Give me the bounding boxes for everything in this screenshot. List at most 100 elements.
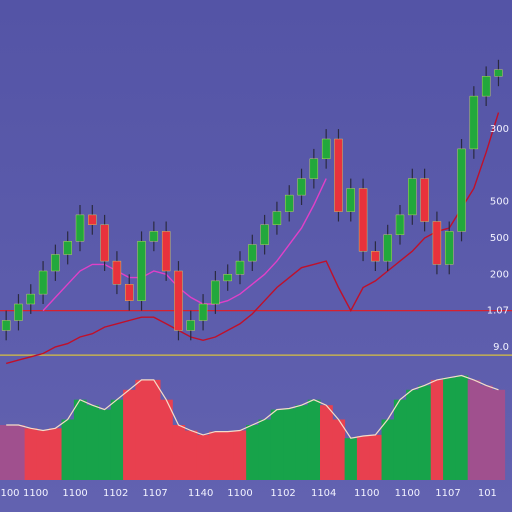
x-tick-label: 1140 bbox=[188, 488, 213, 499]
candle-body bbox=[457, 148, 466, 232]
indicator-bar bbox=[307, 399, 321, 480]
y-tick-label: 500 bbox=[490, 197, 509, 208]
candle-body bbox=[211, 280, 220, 305]
indicator-bar bbox=[110, 399, 124, 480]
indicator-bar bbox=[49, 428, 63, 480]
x-tick-label: 1104 bbox=[311, 488, 336, 499]
candle-body bbox=[469, 95, 479, 150]
indicator-bar bbox=[172, 425, 186, 480]
x-tick-label: 101 bbox=[478, 488, 497, 499]
indicator-bar bbox=[270, 409, 284, 480]
indicator-bar bbox=[147, 379, 161, 480]
candle-body bbox=[14, 303, 23, 321]
candle-body bbox=[63, 241, 72, 255]
candle-body bbox=[346, 188, 355, 212]
indicator-bar bbox=[332, 419, 346, 480]
candle-body bbox=[88, 214, 97, 225]
y-tick-label: 200 bbox=[490, 269, 509, 280]
candle-body bbox=[75, 214, 85, 242]
candle-body bbox=[383, 234, 392, 262]
indicator-bar bbox=[283, 408, 296, 480]
indicator-bar bbox=[184, 430, 198, 480]
candle-body bbox=[149, 231, 159, 242]
indicator-bar bbox=[455, 375, 469, 480]
x-tick-label: 1100 bbox=[62, 488, 87, 499]
candle-body bbox=[38, 270, 48, 295]
candle-body bbox=[272, 211, 282, 226]
candle-body bbox=[358, 188, 368, 252]
moving-average bbox=[42, 178, 327, 312]
candle-body bbox=[371, 250, 380, 262]
candle-body bbox=[26, 293, 35, 305]
candle-body bbox=[161, 231, 171, 272]
indicator-bar bbox=[123, 389, 136, 480]
y-tick-label: 300 bbox=[490, 124, 509, 135]
indicator-bar bbox=[135, 379, 149, 480]
candle-body bbox=[309, 158, 319, 179]
indicator-bar bbox=[61, 419, 75, 480]
candle-body bbox=[198, 303, 208, 321]
indicator-bar bbox=[393, 399, 407, 480]
candle-body bbox=[432, 221, 442, 265]
x-tick-label: 1102 bbox=[103, 488, 128, 499]
indicator-bar bbox=[196, 434, 210, 480]
indicator-bar bbox=[233, 430, 247, 480]
indicator-bar bbox=[160, 399, 173, 480]
x-tick-label: 1100 bbox=[23, 488, 48, 499]
candle-body bbox=[285, 194, 294, 212]
indicator-bar bbox=[221, 431, 235, 480]
candle-body bbox=[445, 231, 454, 265]
x-tick-label: 1102 bbox=[270, 488, 295, 499]
candle-body bbox=[100, 224, 109, 262]
candle-body bbox=[112, 260, 122, 285]
indicator-bar bbox=[86, 405, 99, 480]
candle-body bbox=[494, 69, 503, 77]
x-tick-label: 100 bbox=[0, 488, 19, 499]
candle-body bbox=[186, 320, 195, 331]
x-tick-label: 1100 bbox=[354, 488, 379, 499]
indicator-bar bbox=[73, 399, 87, 480]
candle-body bbox=[334, 138, 343, 212]
x-tick-label: 1107 bbox=[435, 488, 460, 499]
indicator-line bbox=[6, 374, 499, 439]
candle-body bbox=[223, 274, 232, 282]
candle-body bbox=[248, 244, 257, 262]
y-tick-label: 9.0 bbox=[493, 342, 509, 353]
y-tick-label: 500 bbox=[490, 233, 509, 244]
indicator-bar bbox=[0, 425, 13, 480]
indicator-bar bbox=[381, 419, 395, 480]
candle-body bbox=[51, 254, 60, 272]
indicator-bar bbox=[356, 436, 370, 480]
y-tick-label: 1.07 bbox=[487, 306, 509, 317]
candle-body bbox=[420, 178, 429, 222]
indicator-bar bbox=[36, 430, 50, 480]
indicator-bar bbox=[12, 425, 26, 480]
candle-body bbox=[1, 320, 11, 331]
indicator-bar bbox=[406, 389, 419, 480]
candle-body bbox=[174, 270, 183, 331]
x-tick-label: 1100 bbox=[395, 488, 420, 499]
candle-body bbox=[408, 178, 417, 216]
candle-body bbox=[321, 138, 331, 159]
indicator-bar bbox=[320, 405, 333, 480]
indicator-bar bbox=[344, 438, 358, 480]
candle-body bbox=[297, 178, 306, 196]
indicator-bar bbox=[246, 425, 259, 480]
indicator-bar bbox=[430, 379, 444, 480]
candle-body bbox=[235, 260, 245, 275]
indicator-bar bbox=[443, 377, 456, 480]
candle-body bbox=[481, 76, 491, 97]
candle-body bbox=[125, 284, 134, 301]
indicator-bar bbox=[369, 434, 383, 480]
indicator-bar bbox=[295, 405, 309, 480]
moving-average bbox=[6, 112, 500, 365]
indicator-bar bbox=[209, 431, 223, 480]
candle-body bbox=[395, 214, 405, 235]
candle-body bbox=[260, 224, 269, 245]
candle-body bbox=[137, 241, 146, 301]
x-tick-label: 1100 bbox=[227, 488, 252, 499]
indicator-bar bbox=[480, 385, 493, 480]
indicator-bar bbox=[418, 385, 432, 480]
